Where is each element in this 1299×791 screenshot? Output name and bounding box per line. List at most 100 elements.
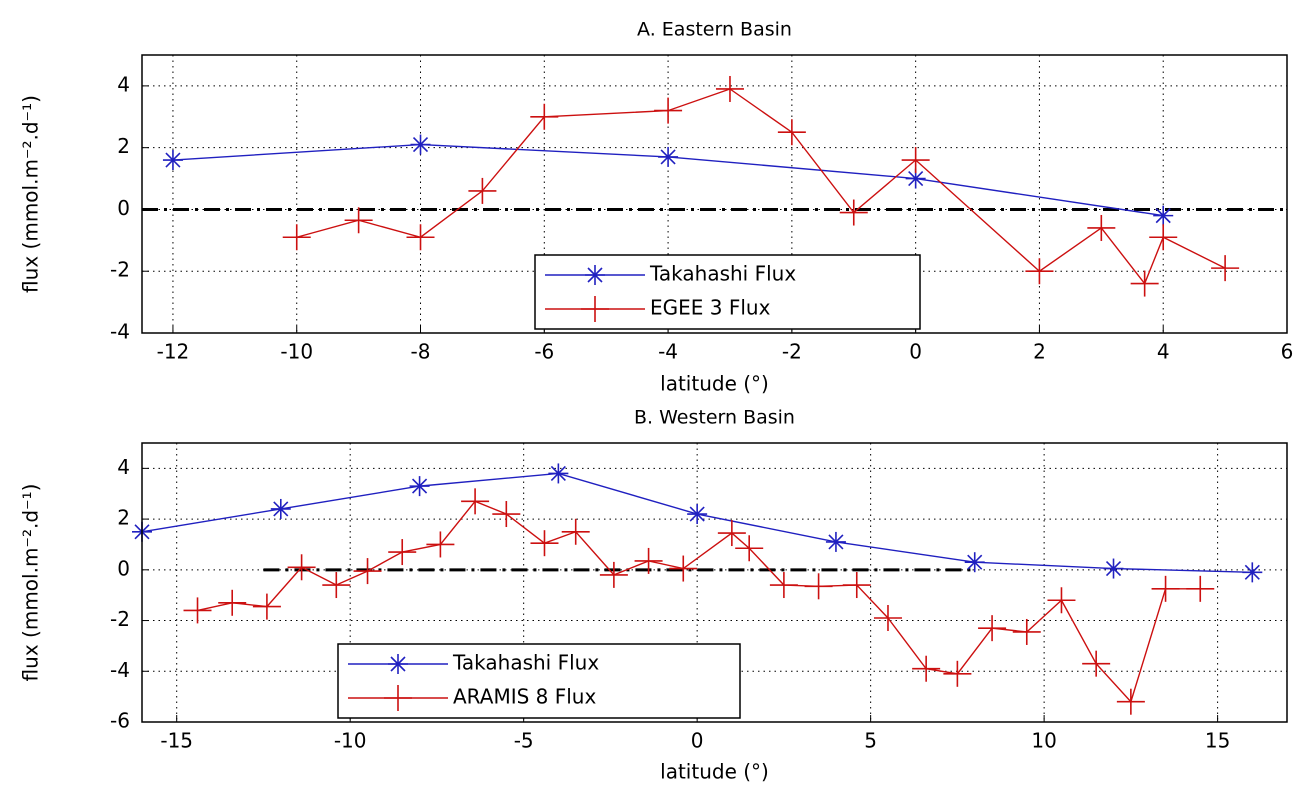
data-point xyxy=(978,615,1007,642)
data-point xyxy=(492,501,521,528)
data-point xyxy=(1130,270,1159,297)
y-tick-label: 2 xyxy=(117,506,130,530)
data-point xyxy=(461,488,490,515)
data-point xyxy=(634,547,663,574)
marker-stroke xyxy=(165,152,181,168)
y-tick-label: 4 xyxy=(117,72,130,96)
plot-frame xyxy=(141,442,1288,723)
data-point xyxy=(669,555,698,582)
legend-label: ARAMIS 8 Flux xyxy=(453,685,596,709)
data-point xyxy=(658,146,679,167)
series-line xyxy=(197,500,1201,704)
data-point xyxy=(735,535,764,562)
y-tick-label: 2 xyxy=(117,134,130,158)
y-axis-label: flux (mmol.m⁻².d⁻¹) xyxy=(19,484,43,682)
x-tick-label: 15 xyxy=(1205,729,1230,753)
marker-stroke xyxy=(273,501,289,517)
marker-stroke xyxy=(1105,560,1122,577)
x-tick-label: 10 xyxy=(1031,729,1056,753)
y-tick-label: -6 xyxy=(110,709,130,733)
data-point xyxy=(777,119,806,146)
marker-stroke xyxy=(550,465,566,482)
legend-marker xyxy=(581,296,609,322)
y-axis-label: flux (mmol.m⁻².d⁻¹) xyxy=(19,95,43,293)
data-point xyxy=(162,150,183,171)
y-tick-label: 0 xyxy=(117,196,130,220)
data-point xyxy=(1082,650,1111,677)
x-tick-label: -8 xyxy=(411,340,431,364)
data-point xyxy=(353,558,382,585)
x-tick-label: 0 xyxy=(691,729,704,753)
data-point xyxy=(964,552,985,573)
x-tick-label: 0 xyxy=(909,340,922,364)
data-point xyxy=(1047,587,1076,614)
data-point xyxy=(282,224,311,251)
x-tick-label: -6 xyxy=(534,340,554,364)
data-point xyxy=(769,572,798,599)
data-point xyxy=(1087,214,1116,241)
x-tick-label: 2 xyxy=(1033,340,1046,364)
data-point xyxy=(252,593,281,620)
plot-frame xyxy=(141,54,1288,334)
legend-label: EGEE 3 Flux xyxy=(650,296,771,320)
data-point xyxy=(344,207,373,234)
data-point xyxy=(654,97,683,124)
x-tick-label: -12 xyxy=(157,340,190,364)
marker-stroke xyxy=(390,656,406,672)
x-axis-label: latitude (°) xyxy=(660,760,769,784)
data-point xyxy=(804,573,833,600)
y-tick-label: -4 xyxy=(110,658,130,682)
data-point xyxy=(1149,224,1178,251)
data-point xyxy=(468,177,497,204)
data-point xyxy=(409,476,430,497)
data-point xyxy=(322,572,351,599)
data-point xyxy=(1186,575,1215,602)
data-point xyxy=(717,520,746,547)
data-point xyxy=(825,531,846,552)
x-axis-label: latitude (°) xyxy=(660,372,769,396)
data-point xyxy=(410,134,431,155)
data-point xyxy=(1153,205,1174,226)
data-point xyxy=(1012,618,1041,645)
x-tick-label: 5 xyxy=(864,729,877,753)
x-tick-label: -15 xyxy=(160,729,193,753)
data-point xyxy=(1151,575,1180,602)
marker-stroke xyxy=(412,137,429,153)
x-tick-label: -2 xyxy=(782,340,802,364)
data-point xyxy=(715,75,744,102)
y-tick-label: -2 xyxy=(110,607,130,631)
data-point xyxy=(561,518,590,545)
data-point xyxy=(1242,562,1263,583)
marker-stroke xyxy=(587,267,603,283)
data-point xyxy=(530,103,559,130)
data-point xyxy=(839,199,868,226)
data-point xyxy=(599,561,628,588)
data-point xyxy=(943,660,972,687)
data-point xyxy=(270,498,291,519)
legend-label: Takahashi Flux xyxy=(649,262,796,286)
data-point xyxy=(873,605,902,632)
x-tick-label: -4 xyxy=(658,340,678,364)
legend-label: Takahashi Flux xyxy=(452,651,599,675)
chart-title: A. Eastern Basin xyxy=(637,19,792,41)
data-point xyxy=(426,531,455,558)
data-point xyxy=(1103,558,1124,579)
y-tick-label: 4 xyxy=(117,455,130,479)
marker-stroke xyxy=(689,506,705,522)
y-tick-label: -4 xyxy=(110,320,130,344)
legend-box xyxy=(534,254,921,330)
marker-stroke xyxy=(908,170,924,187)
data-point xyxy=(1025,258,1054,285)
x-tick-label: 4 xyxy=(1157,340,1170,364)
data-point xyxy=(183,597,212,624)
data-point xyxy=(912,655,941,682)
marker-stroke xyxy=(828,534,844,550)
marker-stroke xyxy=(967,554,983,570)
y-tick-label: -2 xyxy=(110,258,130,282)
y-tick-label: 0 xyxy=(117,556,130,580)
x-tick-label: 6 xyxy=(1281,340,1294,364)
marker-stroke xyxy=(1155,208,1171,224)
x-tick-label: -10 xyxy=(280,340,313,364)
data-point xyxy=(905,168,926,189)
